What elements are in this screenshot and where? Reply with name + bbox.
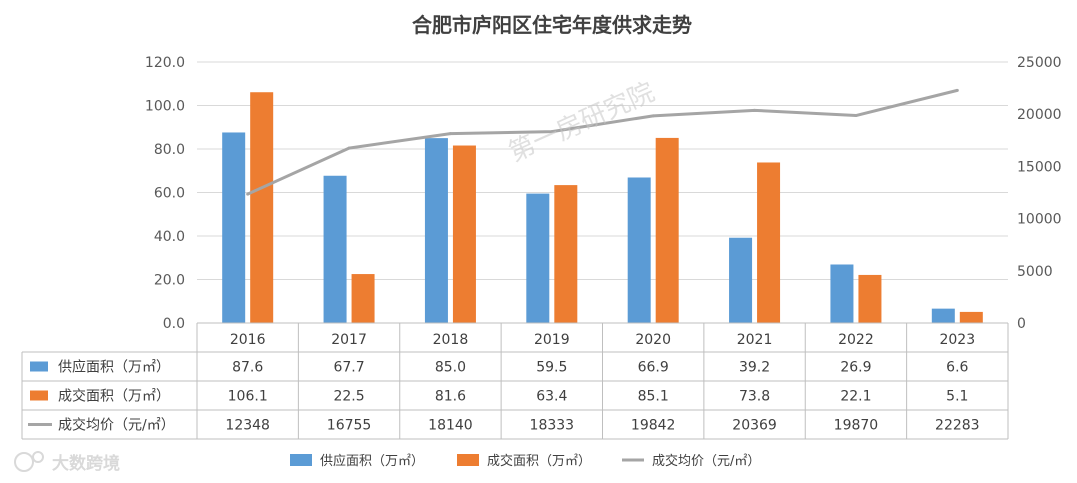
left-axis-tick-label: 20.0 xyxy=(154,273,185,289)
legend-label: 成交面积（万㎡） xyxy=(487,453,591,469)
table-legend-key xyxy=(30,361,48,372)
left-axis-tick-label: 120.0 xyxy=(145,55,185,71)
price-point-2022 xyxy=(854,114,858,118)
right-axis-tick-label: 5000 xyxy=(1017,264,1053,280)
bar-deal-2016 xyxy=(250,92,274,323)
bar-supply-2016 xyxy=(222,132,246,323)
x-tick-label: 2021 xyxy=(737,332,773,348)
price-point-2019 xyxy=(550,130,554,134)
right-axis-tick-label: 0 xyxy=(1017,316,1026,332)
price-polyline xyxy=(247,88,958,196)
right-axis: 0 5000 10000 15000 20000 25000 xyxy=(1017,55,1062,332)
table-row-header: 供应面积（万㎡） xyxy=(58,359,170,376)
x-tick-label: 2023 xyxy=(939,332,975,348)
bar-deal-2023 xyxy=(959,311,983,323)
x-tick-label: 2017 xyxy=(331,332,367,348)
bar-deal-2019 xyxy=(554,185,578,323)
table-cell: 22283 xyxy=(935,418,980,434)
price-point-2023 xyxy=(955,88,959,92)
bar-supply-2022 xyxy=(830,264,854,323)
price-point-2016 xyxy=(246,192,250,196)
table-cell: 6.6 xyxy=(946,360,968,376)
table-cell: 106.1 xyxy=(228,389,268,405)
right-axis-tick-label: 20000 xyxy=(1017,107,1062,123)
legend-label: 成交均价（元/㎡） xyxy=(652,453,760,469)
legend-key xyxy=(457,454,479,466)
bar-supply-2021 xyxy=(729,237,753,323)
left-axis-tick-label: 60.0 xyxy=(154,186,185,202)
table-cell: 5.1 xyxy=(946,389,968,405)
table-cell: 85.0 xyxy=(435,360,466,376)
brand-icon xyxy=(14,452,34,472)
right-axis-tick-label: 10000 xyxy=(1017,212,1062,228)
table-cell: 16755 xyxy=(327,418,372,434)
x-tick-label: 2020 xyxy=(635,332,671,348)
table-cell: 18333 xyxy=(530,418,575,434)
table-cell: 39.2 xyxy=(739,360,770,376)
left-axis-tick-label: 40.0 xyxy=(154,229,185,245)
x-tick-label: 2016 xyxy=(230,332,266,348)
gridlines xyxy=(197,61,1008,280)
brand-icon-dot xyxy=(32,451,44,463)
table-cell: 22.5 xyxy=(333,389,364,405)
bar-supply-2018 xyxy=(424,138,448,323)
x-tick-label: 2018 xyxy=(433,332,469,348)
bar-deal-2018 xyxy=(452,145,476,323)
watermark-text: 第一房研究院 xyxy=(504,77,659,168)
bar-supply-2020 xyxy=(627,177,651,323)
table-cell: 81.6 xyxy=(435,389,466,405)
legend: 供应面积（万㎡） 成交面积（万㎡） 成交均价（元/㎡） xyxy=(290,453,760,469)
x-tick-label: 2019 xyxy=(534,332,570,348)
table-cell: 59.5 xyxy=(536,360,567,376)
price-point-2018 xyxy=(448,132,452,136)
bar-deal-2020 xyxy=(655,137,679,323)
table-cell: 19842 xyxy=(631,418,676,434)
bar-deal-2021 xyxy=(757,162,781,323)
table-cell: 67.7 xyxy=(333,360,364,376)
brand-text: 大数跨境 xyxy=(52,453,120,474)
right-axis-tick-label: 25000 xyxy=(1017,55,1062,71)
table-cell: 22.1 xyxy=(840,389,871,405)
bar-supply-2019 xyxy=(526,193,550,323)
price-point-2017 xyxy=(347,146,351,150)
table-cell: 87.6 xyxy=(232,360,263,376)
table-row-header: 成交面积（万㎡） xyxy=(58,388,170,405)
table-legend-key xyxy=(30,390,48,401)
table-cell: 26.9 xyxy=(840,360,871,376)
left-axis-tick-label: 0.0 xyxy=(163,316,185,332)
x-tick-label: 2022 xyxy=(838,332,874,348)
price-point-2020 xyxy=(651,114,655,118)
table-cell: 19870 xyxy=(834,418,879,434)
bars xyxy=(222,92,983,323)
price-point-2021 xyxy=(753,108,757,112)
brand-logo: 大数跨境 xyxy=(14,451,120,474)
left-axis: 0.0 20.0 40.0 60.0 80.0 100.0 120.0 xyxy=(145,55,185,332)
right-axis-tick-label: 15000 xyxy=(1017,159,1062,175)
price-line xyxy=(246,88,959,196)
table-cell: 73.8 xyxy=(739,389,770,405)
left-axis-tick-label: 100.0 xyxy=(145,99,185,115)
bar-deal-2017 xyxy=(351,274,375,323)
data-table: 2016 2017 2018 2019 2020 2021 2022 2023 供应面积（万㎡）… xyxy=(21,322,1009,440)
bar-deal-2022 xyxy=(858,274,882,323)
table-cell: 66.9 xyxy=(638,360,669,376)
table-cell: 20369 xyxy=(732,418,777,434)
bar-supply-2017 xyxy=(323,175,347,323)
table-row-header: 成交均价（元/㎡） xyxy=(58,417,175,434)
table-cell: 12348 xyxy=(225,418,270,434)
legend-label: 供应面积（万㎡） xyxy=(320,453,424,469)
table-cell: 18140 xyxy=(428,418,473,434)
table-cell: 85.1 xyxy=(638,389,669,405)
bar-supply-2023 xyxy=(931,308,955,323)
table-cell: 63.4 xyxy=(536,389,567,405)
left-axis-tick-label: 80.0 xyxy=(154,142,185,158)
legend-key xyxy=(290,454,312,466)
chart-title: 合肥市庐阳区住宅年度供求走势 xyxy=(412,13,692,37)
